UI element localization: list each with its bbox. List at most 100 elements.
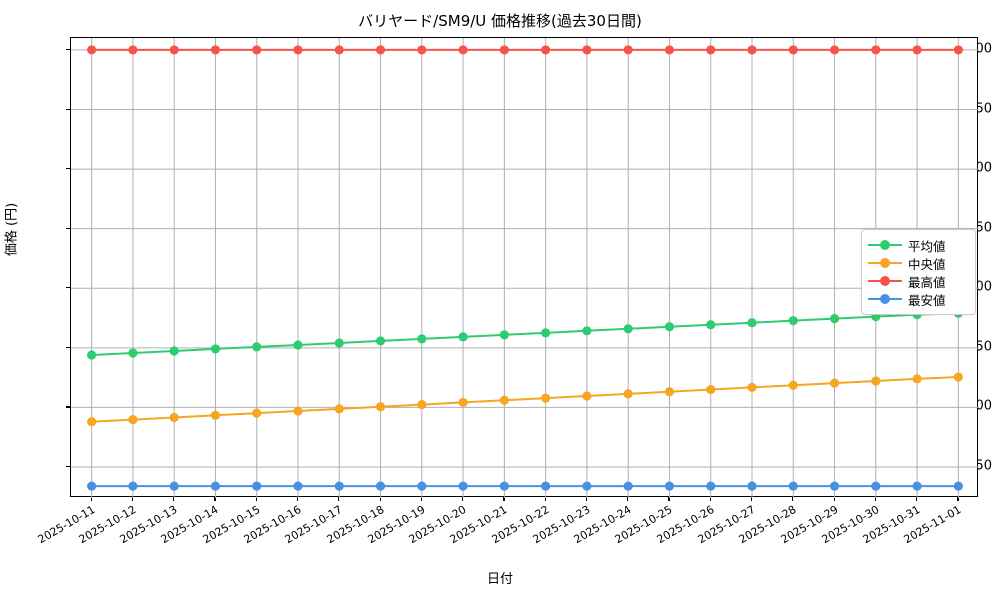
y-axis-tick-mark	[66, 48, 70, 51]
data-point-marker	[788, 45, 798, 55]
data-point-marker	[953, 481, 963, 491]
x-axis-tick-mark	[957, 497, 959, 501]
data-point-marker	[293, 45, 303, 55]
data-point-marker	[541, 328, 551, 338]
x-axis-tick-mark	[792, 497, 794, 501]
data-point-marker	[128, 414, 138, 425]
data-point-marker	[912, 374, 922, 384]
data-point-marker	[417, 45, 427, 55]
legend-swatch-icon	[868, 292, 902, 306]
data-point-marker	[706, 481, 716, 491]
data-point-marker	[293, 481, 303, 491]
data-point-marker	[829, 378, 840, 388]
series-line	[90, 376, 960, 423]
legend-swatch-icon	[868, 256, 902, 270]
data-point-marker	[169, 346, 179, 356]
data-point-marker	[128, 348, 138, 358]
data-point-marker	[747, 481, 757, 491]
legend-item[interactable]: 中央値	[868, 254, 967, 272]
y-axis-label: 価格 (円)	[4, 202, 20, 257]
series-layer	[71, 38, 979, 498]
data-point-marker	[210, 344, 221, 354]
data-point-marker	[499, 45, 509, 55]
data-point-marker	[623, 324, 633, 334]
legend-item[interactable]: 平均値	[868, 236, 967, 254]
x-axis-label: 日付	[486, 572, 513, 587]
chart-legend: 平均値 中央値最高値最安値	[861, 229, 976, 315]
data-point-marker	[541, 481, 551, 491]
data-point-marker	[87, 481, 97, 491]
data-point-marker	[499, 330, 509, 340]
data-point-marker	[375, 336, 386, 346]
data-point-marker	[706, 45, 716, 55]
data-point-marker	[582, 45, 592, 55]
data-point-marker	[252, 342, 262, 352]
data-point-marker	[334, 481, 344, 491]
y-axis-tick-mark	[66, 227, 70, 229]
data-point-marker	[87, 45, 97, 55]
data-point-marker	[334, 338, 344, 348]
data-point-marker	[664, 45, 675, 55]
data-point-marker	[458, 397, 468, 408]
data-point-marker	[210, 45, 221, 55]
data-point-marker	[788, 380, 798, 390]
legend-label: 最高値	[908, 274, 946, 290]
data-point-marker	[788, 481, 798, 491]
data-point-marker	[417, 399, 427, 410]
y-axis-tick-mark	[66, 346, 70, 349]
data-point-marker	[417, 334, 427, 344]
data-point-marker	[210, 410, 221, 420]
data-point-marker	[582, 391, 592, 401]
legend-item[interactable]: 最高値	[868, 272, 967, 290]
data-point-marker	[829, 45, 840, 55]
x-axis-tick-mark	[585, 497, 588, 501]
data-point-marker	[334, 45, 344, 55]
legend-item[interactable]: 最安値	[868, 290, 967, 308]
data-point-marker	[747, 318, 757, 328]
x-axis-tick-mark	[214, 497, 216, 501]
data-point-marker	[375, 45, 386, 55]
x-axis-tick-mark	[709, 497, 711, 501]
data-point-marker	[664, 481, 675, 491]
legend-label: 最安値	[908, 292, 946, 308]
data-point-marker	[623, 481, 633, 491]
data-point-marker	[293, 340, 303, 350]
data-point-marker	[458, 332, 468, 342]
data-point-marker	[871, 481, 881, 491]
data-point-marker	[829, 481, 840, 491]
y-axis-tick-mark	[66, 287, 70, 289]
y-axis-tick-mark	[66, 168, 70, 170]
data-point-marker	[169, 481, 179, 491]
y-axis-tick-mark	[66, 108, 70, 110]
data-point-marker	[747, 382, 757, 393]
data-point-marker	[953, 45, 963, 55]
data-point-marker	[541, 393, 551, 403]
data-point-marker	[128, 481, 138, 491]
data-point-marker	[623, 389, 633, 399]
data-point-marker	[664, 322, 675, 332]
data-point-marker	[252, 408, 262, 418]
data-point-marker	[210, 481, 221, 491]
data-point-marker	[252, 45, 262, 55]
x-axis-tick-mark	[503, 497, 505, 501]
data-point-marker	[953, 372, 963, 382]
data-point-marker	[334, 404, 344, 414]
data-point-marker	[375, 481, 386, 491]
x-axis-tick-mark	[751, 497, 753, 501]
legend-swatch-icon	[868, 238, 902, 252]
legend-swatch-icon	[868, 274, 902, 288]
data-point-marker	[829, 314, 840, 324]
y-axis-tick-mark	[66, 466, 70, 468]
x-axis-tick-mark	[627, 497, 629, 501]
data-point-marker	[87, 417, 97, 427]
data-point-marker	[788, 316, 798, 326]
data-point-marker	[912, 45, 922, 55]
x-axis-tick-mark	[173, 497, 175, 501]
data-point-marker	[706, 384, 716, 395]
x-axis-tick-mark	[90, 497, 92, 501]
x-axis-tick-mark	[420, 497, 422, 501]
y-axis-tick-mark	[66, 406, 70, 408]
y-axis-tick-label: 50	[975, 458, 992, 474]
legend-label: 平均値	[908, 238, 946, 254]
